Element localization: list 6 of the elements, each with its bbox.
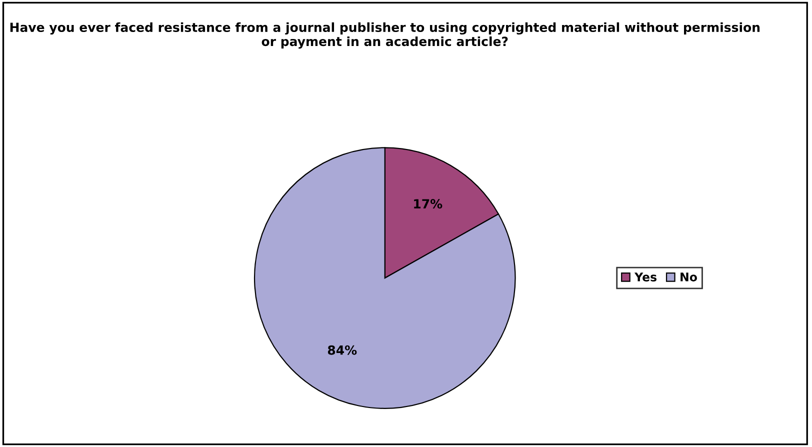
data-label: 17% (414, 199, 442, 208)
legend-label: Yes (634, 272, 657, 282)
data-label: 84% (328, 345, 357, 355)
legend-label: No (680, 272, 697, 282)
pie-slice (254, 147, 516, 409)
chart-title: Have you ever faced resistance from a journal publisher to using copyrighted material without permission or payment in an academic article? (10, 22, 760, 49)
